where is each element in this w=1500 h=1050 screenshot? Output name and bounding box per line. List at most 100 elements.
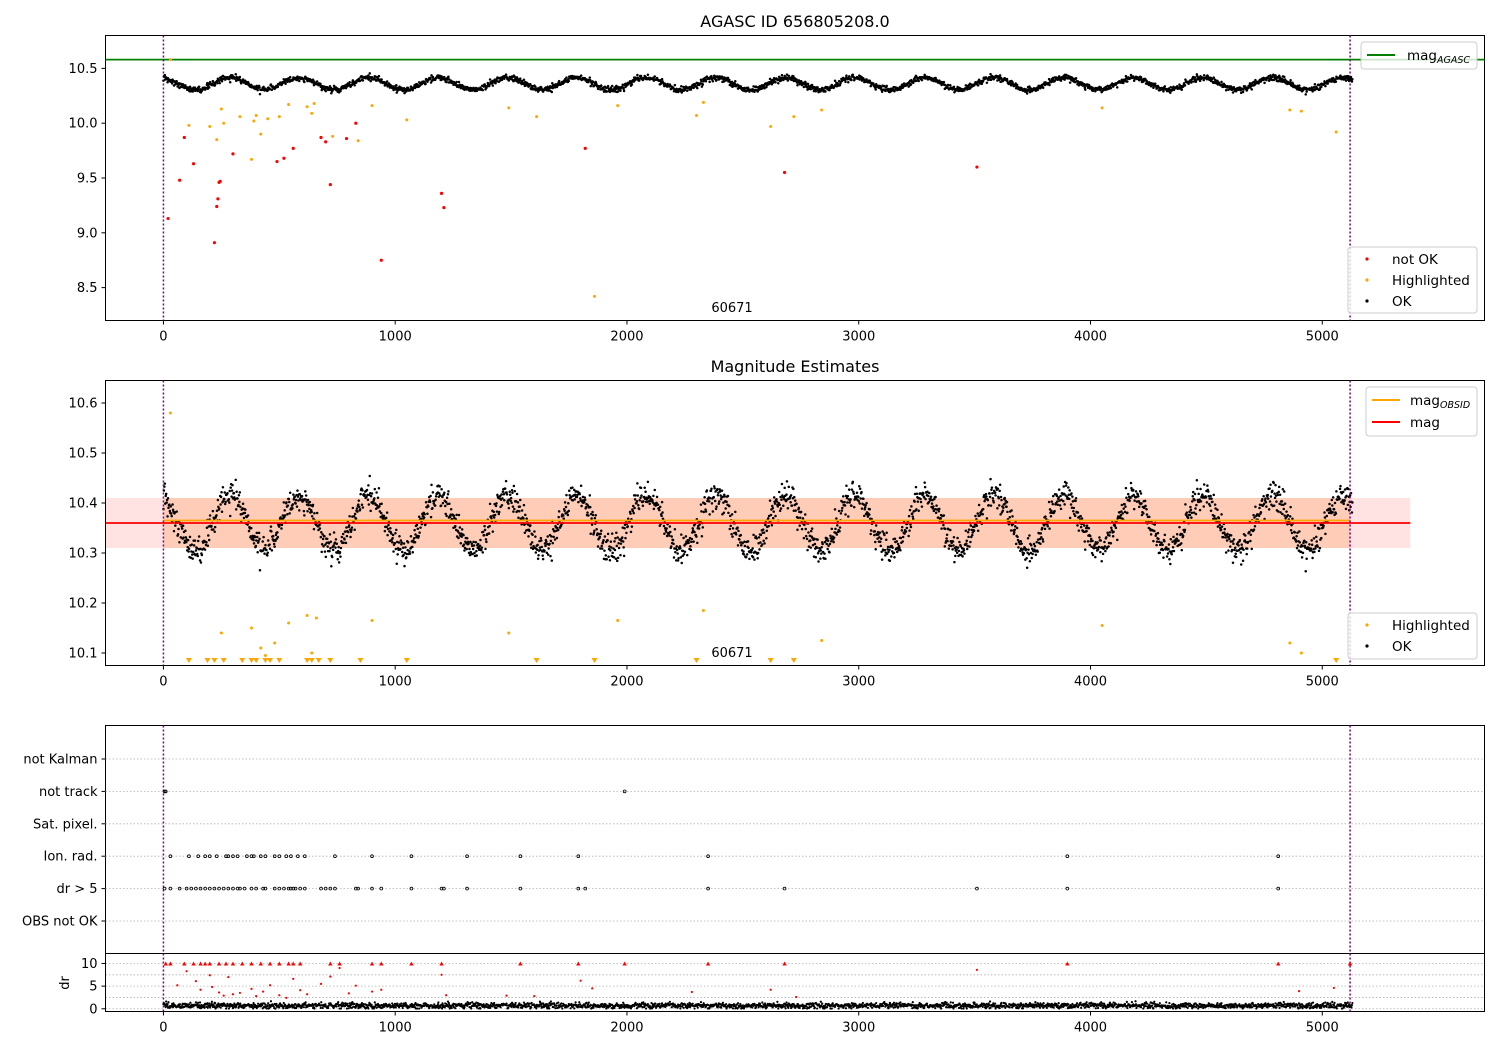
data-point: [1212, 76, 1216, 79]
data-point: [573, 498, 576, 501]
agasc-obsid-annotation: 60671: [711, 301, 752, 316]
data-point: [389, 527, 392, 530]
data-point: [529, 82, 532, 86]
data-point: [643, 486, 646, 489]
data-point: [780, 73, 784, 77]
data-point: [475, 554, 479, 557]
data-point: [291, 503, 295, 506]
data-point: [1035, 540, 1038, 544]
data-point: [900, 525, 904, 529]
data-point: [237, 494, 241, 497]
data-point: [462, 85, 465, 88]
data-point: [238, 75, 242, 79]
data-point: [258, 568, 262, 572]
data-point: [519, 498, 522, 502]
data-point: [1189, 508, 1193, 511]
data-point: [483, 528, 487, 532]
data-point: [862, 497, 865, 501]
data-point: [443, 491, 446, 495]
data-point: [1039, 542, 1042, 546]
data-point: [884, 538, 888, 541]
data-point: [771, 504, 774, 508]
data-point: [864, 504, 867, 507]
data-point: [416, 527, 420, 530]
data-point: [905, 526, 909, 530]
data-point: [1129, 496, 1132, 500]
data-point: [915, 508, 918, 511]
data-point: [945, 537, 948, 540]
data-point: [1089, 534, 1092, 538]
data-point: [593, 529, 596, 532]
data-point: [1108, 534, 1111, 537]
data-point: [996, 507, 999, 510]
data-point: [1053, 509, 1056, 513]
data-point: [288, 491, 292, 494]
data-point: [474, 541, 478, 544]
data-point: [306, 498, 310, 502]
data-point: [534, 535, 537, 538]
data-point: [1350, 80, 1354, 83]
data-point: [728, 78, 731, 82]
data-point: [218, 507, 221, 510]
data-point: [780, 498, 783, 502]
data-point: [907, 534, 910, 538]
data-point: [1190, 511, 1194, 514]
data-point: [913, 500, 916, 503]
data-point: [868, 513, 871, 516]
data-point: [768, 499, 772, 502]
data-point: [442, 205, 446, 210]
data-point: [943, 527, 947, 531]
data-point: [380, 78, 383, 81]
data-point: [523, 531, 527, 534]
data-point: [644, 490, 647, 493]
data-point: [692, 86, 695, 90]
data-point: [366, 498, 370, 501]
data-point: [488, 78, 492, 81]
data-point: [588, 494, 592, 497]
data-point: [622, 87, 625, 91]
data-point: [295, 505, 299, 508]
data-point: [787, 74, 791, 78]
data-point: [610, 84, 614, 88]
data-point: [881, 530, 884, 533]
data-point: [359, 492, 362, 496]
data-point: [766, 517, 770, 520]
data-point: [919, 497, 922, 501]
data-point: [671, 538, 675, 542]
y-tick-label: 8.5: [77, 281, 98, 296]
data-point: [171, 503, 174, 506]
data-point: [311, 78, 315, 81]
data-point: [1067, 497, 1071, 501]
data-point: [417, 534, 420, 538]
data-point: [712, 485, 716, 488]
data-point: [311, 503, 315, 507]
data-point: [920, 78, 924, 82]
data-point: [606, 539, 609, 542]
data-point: [1099, 539, 1103, 542]
data-point: [330, 564, 333, 568]
data-point: [312, 101, 316, 105]
data-point: [731, 527, 735, 530]
data-point: [722, 511, 726, 515]
data-point: [1162, 90, 1165, 93]
data-point: [275, 159, 279, 164]
data-point: [828, 542, 832, 546]
data-point: [843, 78, 847, 82]
data-point: [851, 480, 855, 484]
data-point: [484, 538, 488, 541]
data-point: [541, 554, 544, 557]
data-point: [445, 514, 448, 518]
data-point: [220, 510, 224, 513]
data-point: [759, 533, 763, 537]
data-point: [549, 539, 553, 543]
data-point: [1304, 93, 1307, 96]
data-point: [419, 526, 422, 529]
data-point: [208, 124, 212, 128]
data-point: [287, 497, 291, 501]
data-point: [367, 484, 370, 487]
data-point: [185, 540, 188, 544]
magnitude-panel-title: Magnitude Estimates: [711, 357, 880, 376]
data-point: [946, 539, 949, 543]
data-point: [320, 531, 323, 534]
data-point: [241, 502, 245, 505]
